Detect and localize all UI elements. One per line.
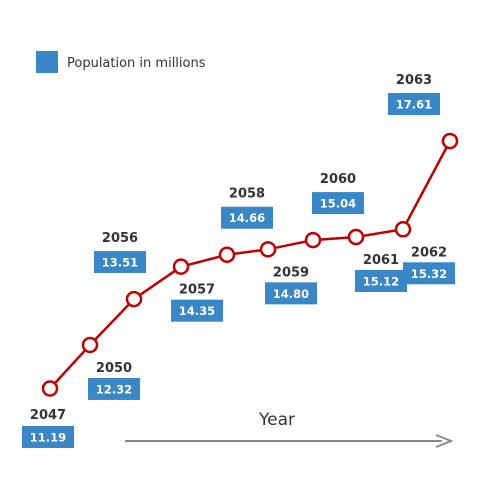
value-box-2050 — [88, 377, 140, 400]
data-point-2058 — [218, 246, 236, 263]
value-box-2058 — [221, 206, 273, 229]
value-label-2057: 14.35 — [179, 304, 215, 318]
legend: Population in millions — [36, 51, 206, 73]
value-label-2062: 15.32 — [411, 267, 447, 281]
year-label-2063: 2063 — [396, 73, 432, 88]
value-box-2047 — [22, 426, 74, 448]
data-point-2057 — [172, 258, 190, 275]
x-axis: Year — [125, 410, 454, 448]
year-label-2061: 2061 — [363, 253, 399, 268]
year-label-2057: 2057 — [179, 283, 215, 298]
data-point-2061 — [347, 228, 365, 246]
data-point-2047 — [41, 380, 59, 397]
value-label-2059: 14.80 — [273, 287, 309, 301]
value-label-2063: 17.61 — [396, 98, 432, 112]
year-label-2060: 2060 — [320, 172, 356, 187]
data-point-2063 — [441, 132, 459, 150]
data-point-2062 — [394, 221, 412, 238]
data-point-2059 — [259, 241, 277, 258]
value-box-2063 — [388, 93, 440, 115]
value-label-2060: 15.04 — [320, 197, 356, 211]
year-label-2047: 2047 — [30, 408, 66, 423]
data-point-2060 — [304, 231, 322, 249]
value-box-2056 — [94, 251, 146, 274]
year-label-2058: 2058 — [229, 187, 265, 202]
value-box-2059 — [265, 282, 317, 305]
data-points — [41, 132, 459, 397]
value-box-2061 — [355, 270, 407, 292]
value-label-2050: 12.32 — [96, 382, 132, 396]
x-axis-label: Year — [258, 410, 295, 430]
year-label-2050: 2050 — [96, 361, 132, 376]
series-line — [49, 140, 452, 390]
value-label-2047: 11.19 — [30, 431, 66, 445]
data-labels: 2047 11.19 2050 12.32 2056 13.51 2057 14.35 2058… — [22, 73, 455, 448]
legend-label: Population in millions — [67, 56, 206, 71]
legend-swatch — [36, 51, 58, 73]
year-label-2056: 2056 — [102, 231, 138, 246]
value-label-2056: 13.51 — [102, 256, 138, 270]
value-box-2057 — [171, 299, 223, 322]
value-box-2060 — [312, 192, 364, 215]
x-axis-arrowhead — [435, 434, 454, 448]
data-point-2056 — [125, 290, 143, 308]
value-label-2058: 14.66 — [229, 211, 265, 225]
value-label-2061: 15.12 — [363, 275, 399, 289]
year-label-2062: 2062 — [411, 245, 447, 260]
data-point-2050 — [81, 336, 99, 354]
year-label-2059: 2059 — [273, 265, 309, 280]
value-box-2062 — [403, 262, 455, 285]
